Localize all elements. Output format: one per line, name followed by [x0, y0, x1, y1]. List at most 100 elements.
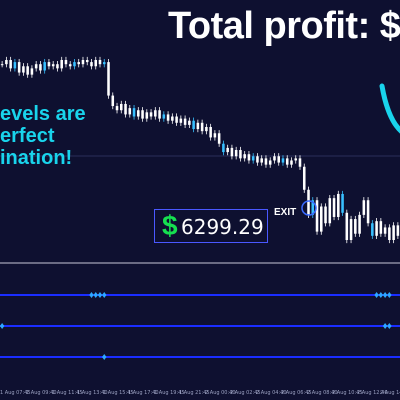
candle-body — [243, 154, 246, 159]
candle-body — [13, 62, 17, 69]
candle-body — [188, 120, 191, 125]
time-label: 2 Aug 00:40 — [205, 390, 236, 396]
indicator-diamond-icon — [378, 292, 384, 298]
candle-body — [17, 62, 21, 73]
indicator-diamond-icon — [0, 323, 5, 329]
candle-body — [111, 95, 115, 107]
candle-body — [77, 62, 80, 65]
candle-body — [268, 160, 272, 165]
indicator-diamond-icon — [93, 292, 98, 298]
exit-marker-icon — [301, 200, 317, 216]
candle-body — [264, 158, 268, 165]
dollar-sign-icon: $ — [162, 210, 178, 241]
candle-body — [192, 120, 195, 130]
time-label: 1 Aug 13:40 — [77, 390, 108, 396]
candle-body — [281, 158, 285, 163]
candle-body — [354, 219, 357, 234]
candle-body — [328, 198, 332, 224]
candle-body — [366, 200, 370, 224]
candle-body — [51, 64, 55, 67]
candle-body — [179, 118, 183, 123]
candle-body — [358, 214, 361, 234]
candle-body — [183, 118, 187, 125]
time-label: 2 Aug 14:45 — [380, 390, 400, 396]
candle-body — [124, 103, 127, 115]
candle-body — [162, 114, 166, 119]
candle-body — [85, 60, 89, 63]
candle-body — [120, 103, 123, 111]
candle-body — [247, 154, 251, 161]
candle-body — [277, 156, 280, 163]
time-axis: 1 Aug 07:45 1 Aug 09:40 1 Aug 11:45 1 Au… — [0, 388, 400, 400]
candle-body — [315, 200, 319, 232]
candle-body — [98, 60, 102, 65]
candle-body — [371, 223, 374, 236]
candle-body — [362, 200, 366, 215]
levels-callout: evels are erfect ination! — [0, 103, 86, 169]
time-label: 2 Aug 06:45 — [281, 390, 312, 396]
time-label: 1 Aug 11:45 — [52, 390, 83, 396]
profit-value: 6299.29 — [181, 215, 264, 239]
candle-body — [239, 150, 242, 159]
candle-body — [56, 64, 59, 69]
candle-body — [68, 64, 72, 67]
candle-body — [175, 116, 178, 123]
candle-body — [213, 133, 217, 138]
time-label: 1 Aug 19:45 — [154, 390, 185, 396]
candle-body — [39, 64, 42, 71]
candle-body — [73, 62, 76, 67]
candle-body — [149, 112, 153, 117]
time-label: 2 Aug 02:45 — [230, 390, 261, 396]
candle-body — [260, 158, 263, 163]
indicator-diamond-icon — [382, 323, 388, 329]
candle-body — [379, 221, 383, 234]
candle-body — [158, 110, 161, 119]
candle-body — [0, 64, 4, 66]
candle-body — [383, 227, 387, 234]
candle-body — [324, 206, 327, 224]
candle-body — [222, 143, 225, 153]
candle-body — [388, 227, 391, 240]
candle-body — [60, 60, 63, 69]
total-profit-headline: Total profit: $ — [168, 5, 400, 47]
time-label: 1 Aug 15:45 — [103, 390, 134, 396]
indicator-diamond-icon — [374, 292, 379, 298]
candle-body — [115, 106, 119, 111]
time-label: 1 Aug 21:45 — [179, 390, 210, 396]
candle-body — [26, 66, 29, 75]
candle-body — [47, 62, 51, 67]
candle-body — [34, 64, 38, 69]
time-label: 1 Aug 07:45 — [0, 390, 31, 396]
candle-body — [205, 126, 208, 132]
indicator-diamond-icon — [382, 292, 388, 298]
candle-body — [137, 110, 140, 117]
candle-body — [64, 60, 68, 65]
indicator-diamond-icon — [102, 292, 107, 298]
candles-group — [0, 56, 400, 244]
candle-body — [298, 158, 302, 167]
candle-body — [375, 221, 378, 236]
indicator-diamond-icon — [97, 292, 103, 298]
candle-body — [302, 166, 306, 190]
candle-body — [90, 62, 93, 67]
indicator-panel — [0, 292, 400, 360]
candle-body — [273, 156, 276, 161]
candle-body — [30, 68, 34, 75]
candle-body — [392, 225, 395, 240]
profit-badge: $ 6299.29 — [154, 209, 268, 243]
time-label: 2 Aug 12:40 — [357, 390, 388, 396]
time-label: 1 Aug 17:40 — [128, 390, 159, 396]
candle-body — [94, 60, 98, 67]
candle-body — [171, 116, 174, 121]
candle-body — [290, 160, 293, 165]
candle-body — [166, 114, 170, 121]
candle-body — [43, 62, 46, 71]
candle-body — [217, 133, 221, 144]
indicator-diamond-icon — [387, 292, 392, 298]
candle-body — [337, 193, 340, 217]
candle-body — [307, 189, 310, 215]
candle-body — [200, 122, 204, 132]
exit-label: EXIT — [274, 207, 297, 218]
time-label: 2 Aug 08:40 — [307, 390, 338, 396]
